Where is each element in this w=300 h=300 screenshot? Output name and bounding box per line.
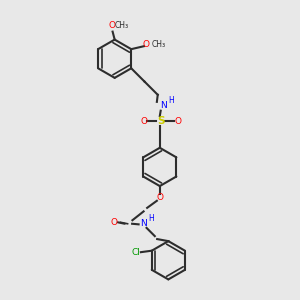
Text: O: O <box>140 117 147 126</box>
Text: Cl: Cl <box>131 248 140 257</box>
Text: O: O <box>111 218 118 227</box>
Text: O: O <box>108 21 115 30</box>
Text: N: N <box>160 101 167 110</box>
Text: O: O <box>175 117 182 126</box>
Text: S: S <box>158 116 165 126</box>
Text: CH₃: CH₃ <box>115 21 129 30</box>
Text: O: O <box>143 40 150 49</box>
Text: N: N <box>140 219 146 228</box>
Text: CH₃: CH₃ <box>152 40 166 49</box>
Text: H: H <box>148 214 154 223</box>
Text: O: O <box>156 193 163 202</box>
Text: H: H <box>169 96 175 105</box>
